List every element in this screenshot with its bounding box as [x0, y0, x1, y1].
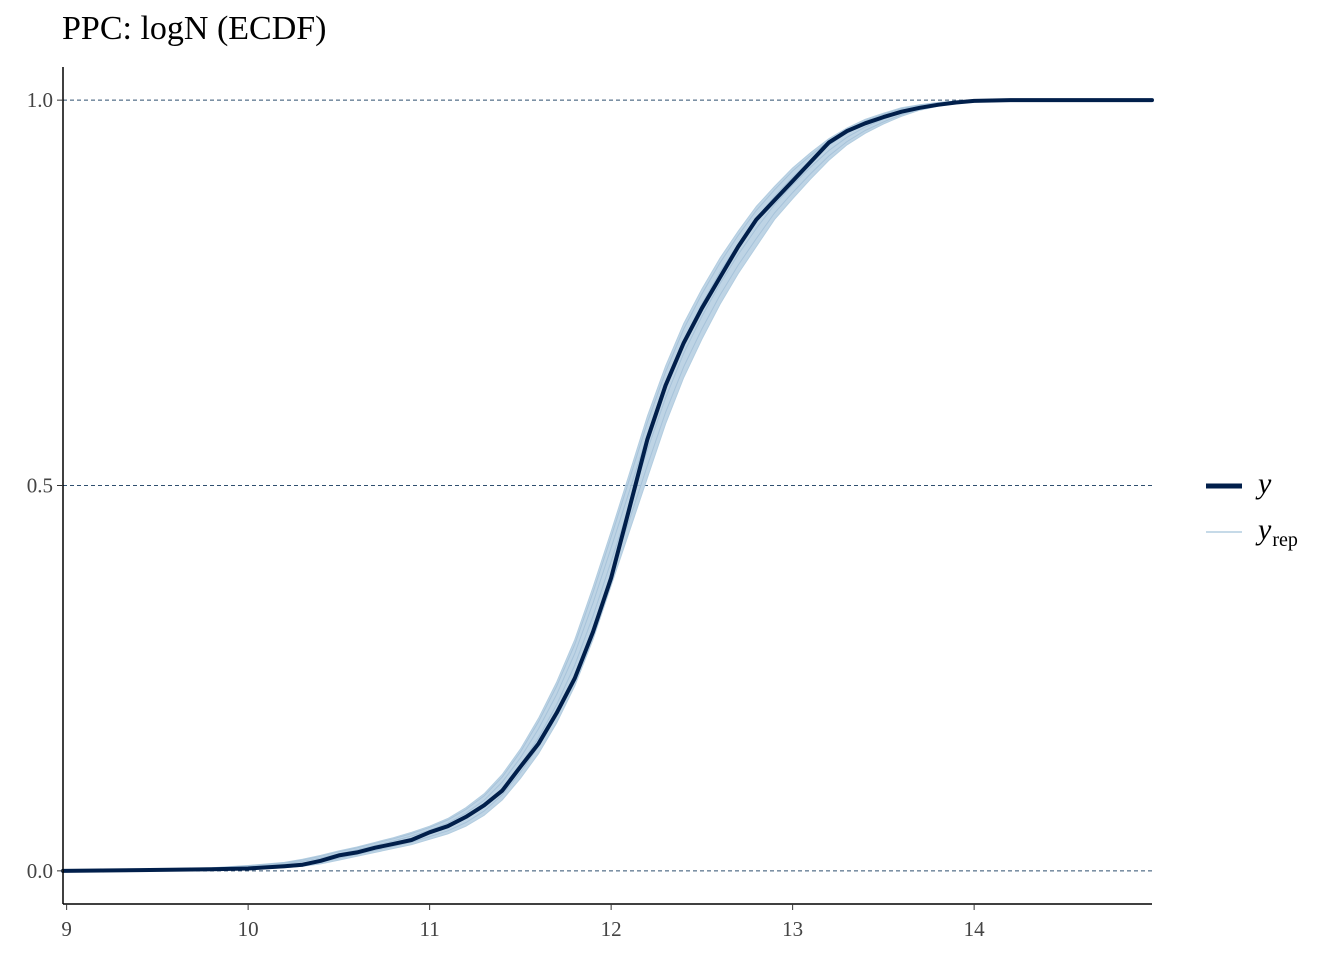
gridlines [63, 99, 1152, 872]
x-tick-label-13: 13 [782, 917, 803, 941]
x-tick-label-11: 11 [420, 917, 440, 941]
y-tick-label-0.5: 0.5 [27, 474, 53, 498]
x-tick-label-9: 9 [61, 917, 72, 941]
x-tick-label-10: 10 [238, 917, 259, 941]
legend-label-y: y [1255, 467, 1272, 500]
chart-title: PPC: logN (ECDF) [62, 10, 327, 47]
y-tick-label-0.0: 0.0 [27, 859, 53, 883]
legend-label-yrep: yrep [1255, 513, 1298, 551]
y-line-layer [61, 98, 1154, 873]
y-tick-label-1.0: 1.0 [27, 88, 53, 112]
yrep-line-4 [62, 99, 1152, 872]
axes: 0.0 0.5 1.0 9 10 11 12 13 14 [27, 67, 1152, 941]
x-tick-label-14: 14 [964, 917, 986, 941]
x-tick-label-12: 12 [601, 917, 622, 941]
legend: y yrep [1206, 467, 1298, 551]
yrep-band-area [62, 99, 1152, 872]
y-observed-line [61, 98, 1154, 873]
